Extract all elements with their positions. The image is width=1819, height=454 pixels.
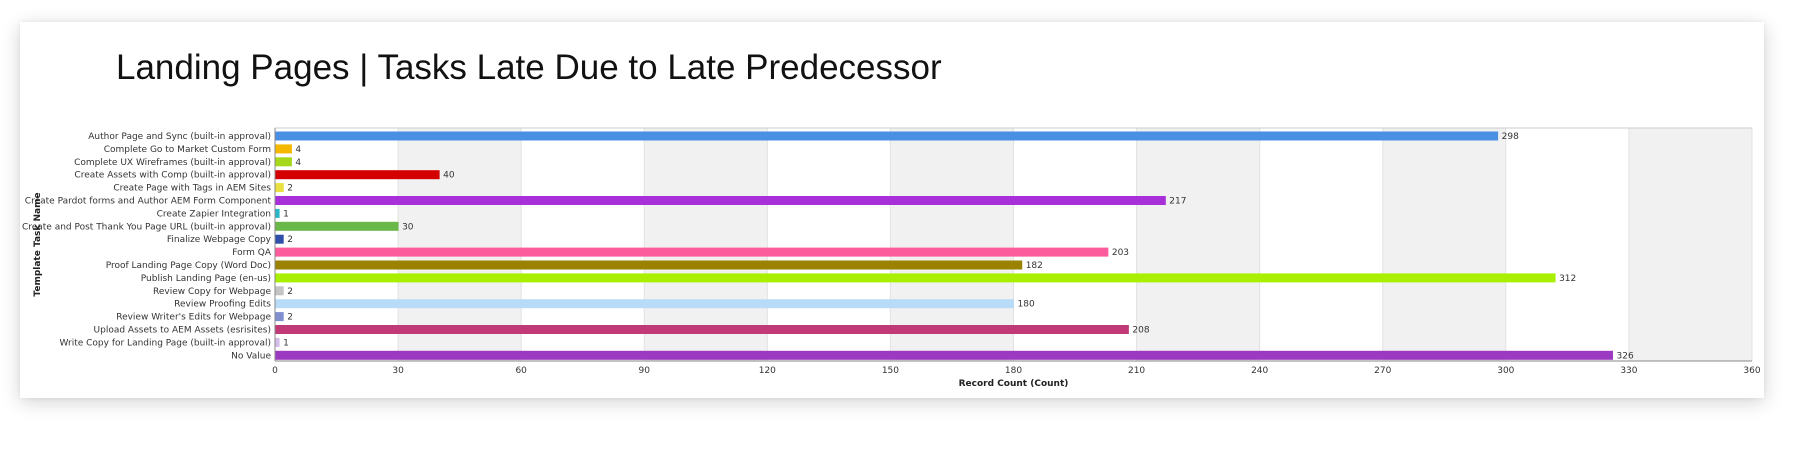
category-label: Create Page with Tags in AEM Sites xyxy=(113,184,271,194)
data-label: 2 xyxy=(287,235,293,245)
category-label: Review Proofing Edits xyxy=(174,300,271,310)
category-label: Review Writer's Edits for Webpage xyxy=(116,313,271,323)
bar xyxy=(275,247,1109,257)
data-label: 203 xyxy=(1112,248,1129,258)
x-tick-label: 180 xyxy=(1005,366,1022,376)
grid-band xyxy=(1382,128,1506,361)
x-tick-label: 60 xyxy=(515,366,527,376)
bar xyxy=(275,170,440,180)
bar xyxy=(275,312,284,322)
x-tick-label: 270 xyxy=(1374,366,1391,376)
category-label: Upload Assets to AEM Assets (esrisites) xyxy=(94,326,271,336)
bar xyxy=(275,144,292,154)
grid-band xyxy=(398,128,522,361)
x-tick-label: 120 xyxy=(759,366,776,376)
bar xyxy=(275,208,280,218)
data-label: 30 xyxy=(402,222,414,232)
data-label: 182 xyxy=(1026,261,1043,271)
x-tick-label: 240 xyxy=(1251,366,1268,376)
category-label: Create Assets with Comp (built-in approv… xyxy=(74,171,271,181)
category-label: No Value xyxy=(231,351,271,361)
data-label: 208 xyxy=(1132,326,1149,336)
category-label: Form QA xyxy=(232,248,272,258)
bar xyxy=(275,221,399,231)
bar xyxy=(275,286,284,296)
bar xyxy=(275,350,1614,360)
bar xyxy=(275,273,1556,283)
category-label: Create Pardot forms and Author AEM Form … xyxy=(25,197,272,207)
bar xyxy=(275,157,292,167)
data-label: 4 xyxy=(295,145,301,155)
bar xyxy=(275,196,1166,205)
bar xyxy=(275,234,284,244)
category-label: Complete UX Wireframes (built-in approva… xyxy=(74,158,271,168)
category-label: Write Copy for Landing Page (built-in ap… xyxy=(60,338,272,348)
page-title: Landing Pages | Tasks Late Due to Late P… xyxy=(116,48,942,87)
category-label: Publish Landing Page (en-us) xyxy=(141,274,271,284)
x-axis-title: Record Count (Count) xyxy=(959,379,1069,389)
category-label: Author Page and Sync (built-in approval) xyxy=(88,132,271,142)
bar xyxy=(275,337,280,347)
data-label: 2 xyxy=(287,313,293,323)
x-tick-label: 360 xyxy=(1743,366,1760,376)
x-tick-label: 210 xyxy=(1128,366,1145,376)
data-label: 4 xyxy=(295,158,301,168)
grid-band xyxy=(1628,128,1752,361)
category-label: Review Copy for Webpage xyxy=(153,287,271,297)
data-label: 2 xyxy=(287,184,293,194)
bar xyxy=(275,131,1499,141)
data-label: 40 xyxy=(443,171,455,181)
grid-band xyxy=(890,128,1014,361)
x-tick-label: 300 xyxy=(1497,366,1514,376)
category-label: Complete Go to Market Custom Form xyxy=(104,145,271,155)
data-label: 1 xyxy=(283,209,289,219)
category-label: Create and Post Thank You Page URL (buil… xyxy=(22,222,271,232)
category-label: Finalize Webpage Copy xyxy=(167,235,272,245)
y-axis-title: Template Task Name xyxy=(33,192,43,296)
grid-band xyxy=(644,128,768,361)
x-tick-label: 330 xyxy=(1620,366,1637,376)
data-label: 180 xyxy=(1018,300,1035,310)
data-label: 217 xyxy=(1169,197,1186,207)
category-label: Create Zapier Integration xyxy=(157,209,271,219)
x-tick-label: 90 xyxy=(639,366,651,376)
x-tick-label: 30 xyxy=(392,366,404,376)
bar xyxy=(275,183,284,193)
bar xyxy=(275,260,1023,270)
bar xyxy=(275,325,1129,334)
x-tick-label: 150 xyxy=(882,366,899,376)
grid-band xyxy=(1136,128,1260,361)
data-label: 2 xyxy=(287,287,293,297)
data-label: 298 xyxy=(1502,132,1519,142)
bar xyxy=(275,299,1014,309)
data-label: 1 xyxy=(283,338,289,348)
x-tick-label: 0 xyxy=(272,366,278,376)
data-label: 312 xyxy=(1559,274,1576,284)
category-label: Proof Landing Page Copy (Word Doc) xyxy=(106,261,271,271)
data-label: 326 xyxy=(1617,351,1634,361)
